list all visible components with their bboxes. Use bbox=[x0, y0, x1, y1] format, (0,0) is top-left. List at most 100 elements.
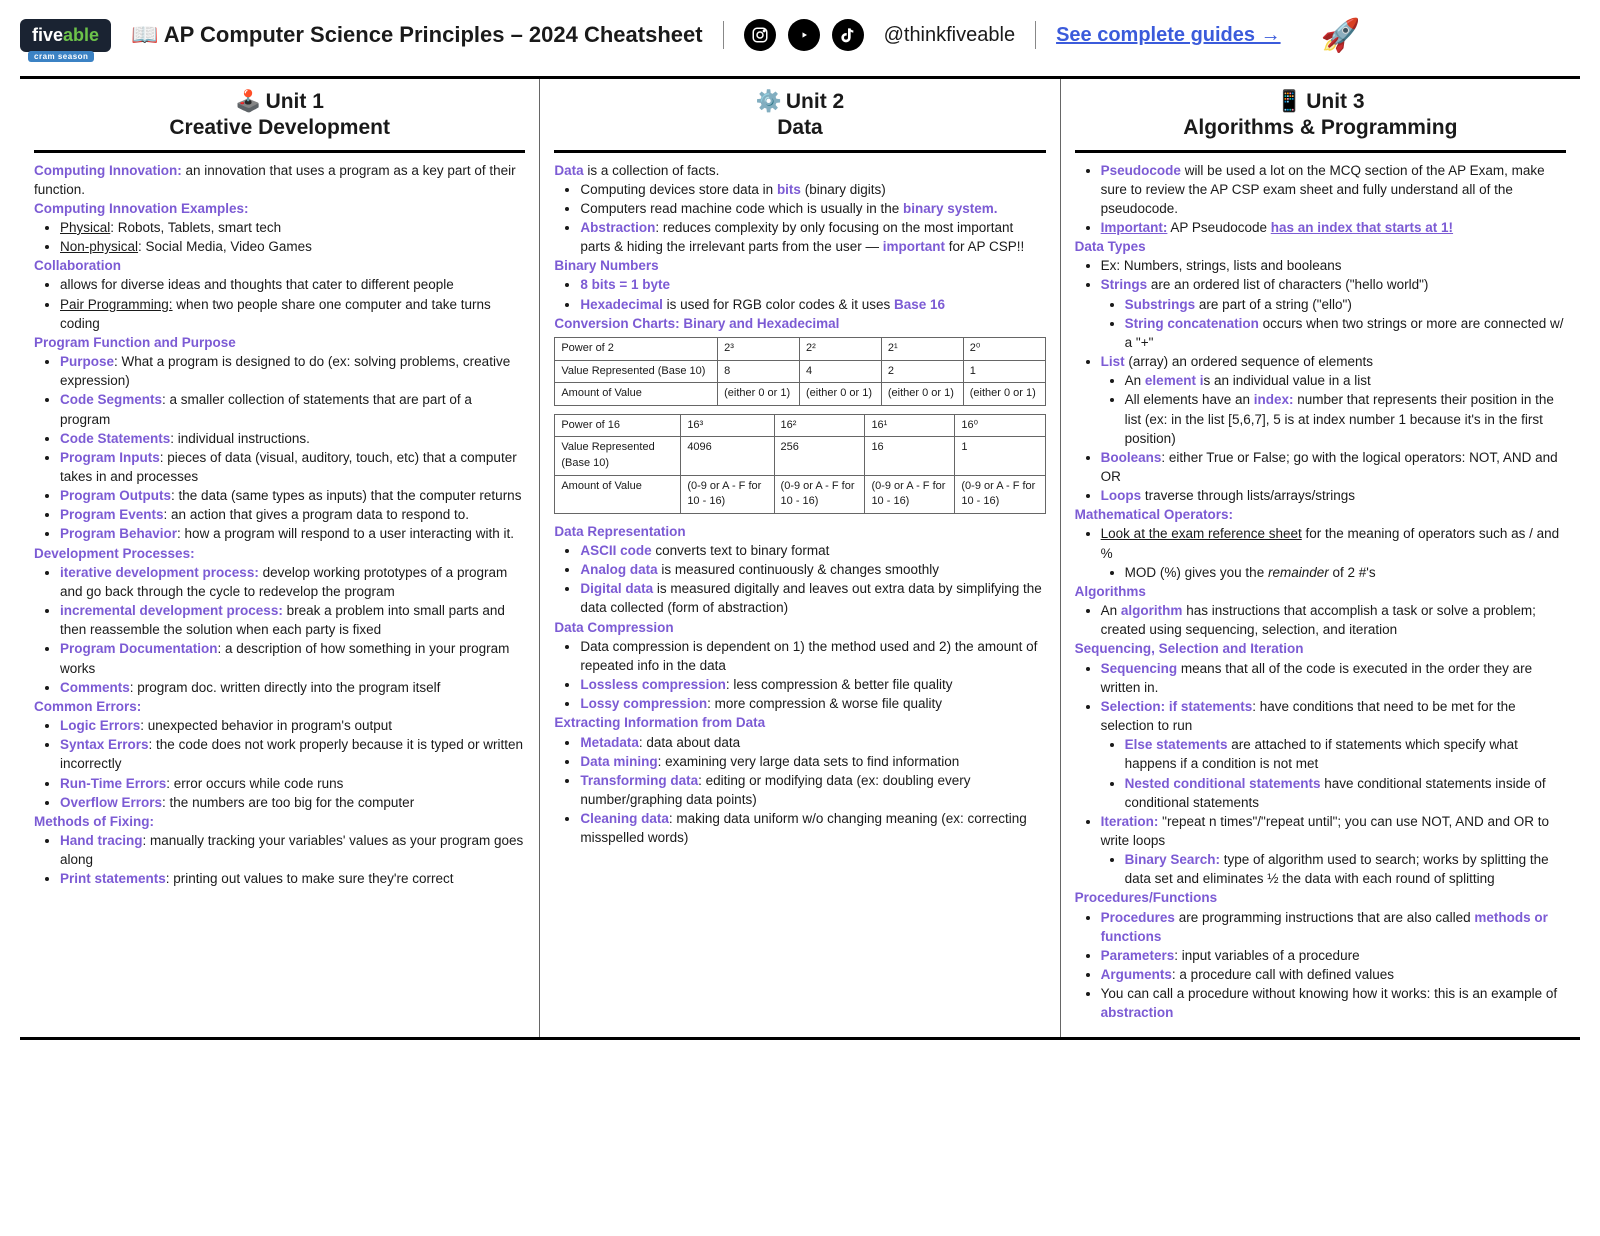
term: Arguments bbox=[1101, 967, 1172, 982]
text: is used for RGB color codes & it uses bbox=[663, 297, 894, 312]
cell: 16⁰ bbox=[955, 414, 1045, 437]
term: algorithm bbox=[1121, 603, 1183, 618]
term: Transforming data bbox=[580, 773, 698, 788]
unit-1-content: Computing Innovation: an innovation that… bbox=[34, 161, 525, 889]
youtube-icon[interactable] bbox=[788, 19, 820, 51]
text: : printing out values to make sure they'… bbox=[166, 871, 454, 886]
cell: 16 bbox=[865, 437, 955, 475]
cell: 16² bbox=[774, 414, 865, 437]
term: Selection: bbox=[1101, 699, 1166, 714]
term: Program Outputs bbox=[60, 488, 171, 503]
conversion-table-binary: Power of 22³2²2¹2⁰ Value Represented (Ba… bbox=[554, 337, 1045, 406]
term: Lossless compression bbox=[580, 677, 726, 692]
cell: (either 0 or 1) bbox=[963, 383, 1045, 406]
list-item: allows for diverse ideas and thoughts th… bbox=[60, 275, 525, 294]
section: Development Processes: bbox=[34, 546, 195, 561]
text: : error occurs while code runs bbox=[166, 776, 343, 791]
term: Parameters bbox=[1101, 948, 1175, 963]
term: Code Segments bbox=[60, 392, 162, 407]
section: Conversion Charts: Binary and Hexadecima… bbox=[554, 316, 839, 331]
section: Data Compression bbox=[554, 620, 673, 635]
section: Binary Numbers bbox=[554, 258, 658, 273]
guides-link[interactable]: See complete guides → bbox=[1056, 24, 1281, 47]
term: Hand tracing bbox=[60, 833, 143, 848]
text: (binary digits) bbox=[801, 182, 886, 197]
term: Logic Errors bbox=[60, 718, 140, 733]
term: Pseudocode bbox=[1101, 163, 1181, 178]
rocket-icon: 🚀 bbox=[1321, 16, 1361, 54]
cell: (either 0 or 1) bbox=[881, 383, 963, 406]
unit-3-title: Unit 3 bbox=[1306, 90, 1364, 113]
tiktok-icon[interactable] bbox=[832, 19, 864, 51]
text: All elements have an bbox=[1125, 392, 1254, 407]
term: Run-Time Errors bbox=[60, 776, 166, 791]
cell: (either 0 or 1) bbox=[799, 383, 881, 406]
cell: 1 bbox=[963, 360, 1045, 383]
cell: 2¹ bbox=[881, 337, 963, 360]
text: : Social Media, Video Games bbox=[138, 239, 312, 254]
term: Look at the exam reference sheet bbox=[1101, 526, 1302, 541]
text: : program doc. written directly into the… bbox=[130, 680, 441, 695]
text: : data about data bbox=[639, 735, 740, 750]
term: ASCII code bbox=[580, 543, 651, 558]
term: Procedures bbox=[1101, 910, 1175, 925]
term: Program Events bbox=[60, 507, 164, 522]
text: : how a program will respond to a user i… bbox=[177, 526, 514, 541]
term: Else statements bbox=[1125, 737, 1228, 752]
term: Physical bbox=[60, 220, 110, 235]
text: Computers read machine code which is usu… bbox=[580, 201, 903, 216]
term: Loops bbox=[1101, 488, 1142, 503]
term: Booleans bbox=[1101, 450, 1162, 465]
section: Methods of Fixing: bbox=[34, 814, 154, 829]
cell: (0-9 or A - F for 10 - 16) bbox=[865, 475, 955, 513]
term: index: bbox=[1254, 392, 1294, 407]
text: for AP CSP!! bbox=[945, 239, 1024, 254]
cell: 1 bbox=[955, 437, 1045, 475]
term: incremental development process: bbox=[60, 603, 283, 618]
term: abstraction bbox=[1101, 1005, 1174, 1020]
term: Abstraction bbox=[580, 220, 655, 235]
unit-3-content: Pseudocode will be used a lot on the MCQ… bbox=[1075, 161, 1566, 1023]
unit-1: 🕹️Unit 1 Creative Development Computing … bbox=[20, 79, 539, 1037]
unit-1-title: Unit 1 bbox=[266, 90, 324, 113]
unit-3: 📱Unit 3 Algorithms & Programming Pseudoc… bbox=[1060, 79, 1580, 1037]
cell: 4 bbox=[799, 360, 881, 383]
text: : the numbers are too big for the comput… bbox=[162, 795, 414, 810]
logo-able: able bbox=[63, 25, 99, 45]
term: String concatenation bbox=[1125, 316, 1259, 331]
instagram-icon[interactable] bbox=[744, 19, 776, 51]
term: Lossy compression bbox=[580, 696, 707, 711]
term: iterative development process: bbox=[60, 565, 259, 580]
page-header: fiveable cram season 📖 AP Computer Scien… bbox=[20, 16, 1580, 66]
cell: (either 0 or 1) bbox=[718, 383, 800, 406]
term: Non-physical bbox=[60, 239, 138, 254]
unit-2-content: Data is a collection of facts. Computing… bbox=[554, 161, 1045, 848]
divider bbox=[723, 21, 724, 49]
cell: 2 bbox=[881, 360, 963, 383]
text: is a collection of facts. bbox=[584, 163, 720, 178]
logo-cram-badge: cram season bbox=[28, 51, 94, 62]
term: Print statements bbox=[60, 871, 166, 886]
text: MOD (%) gives you the bbox=[1125, 565, 1268, 580]
text: converts text to binary format bbox=[652, 543, 830, 558]
units-container: 🕹️Unit 1 Creative Development Computing … bbox=[20, 79, 1580, 1040]
term: Metadata bbox=[580, 735, 639, 750]
cell: Value Represented (Base 10) bbox=[555, 437, 681, 475]
term: Comments bbox=[60, 680, 130, 695]
text: : individual instructions. bbox=[170, 431, 310, 446]
text: : Robots, Tablets, smart tech bbox=[110, 220, 281, 235]
term: Program Inputs bbox=[60, 450, 160, 465]
cell: (0-9 or A - F for 10 - 16) bbox=[955, 475, 1045, 513]
logo-five: five bbox=[32, 25, 63, 45]
text: An bbox=[1125, 373, 1145, 388]
text: An bbox=[1101, 603, 1121, 618]
cell: 2³ bbox=[718, 337, 800, 360]
text: traverse through lists/arrays/strings bbox=[1141, 488, 1355, 503]
text: of 2 #'s bbox=[1329, 565, 1376, 580]
term: List bbox=[1101, 354, 1125, 369]
unit-1-header: 🕹️Unit 1 Creative Development bbox=[34, 89, 525, 153]
logo: fiveable cram season bbox=[20, 19, 111, 52]
cell: 2² bbox=[799, 337, 881, 360]
term: Program Behavior bbox=[60, 526, 177, 541]
unit-3-subtitle: Algorithms & Programming bbox=[1183, 116, 1457, 139]
